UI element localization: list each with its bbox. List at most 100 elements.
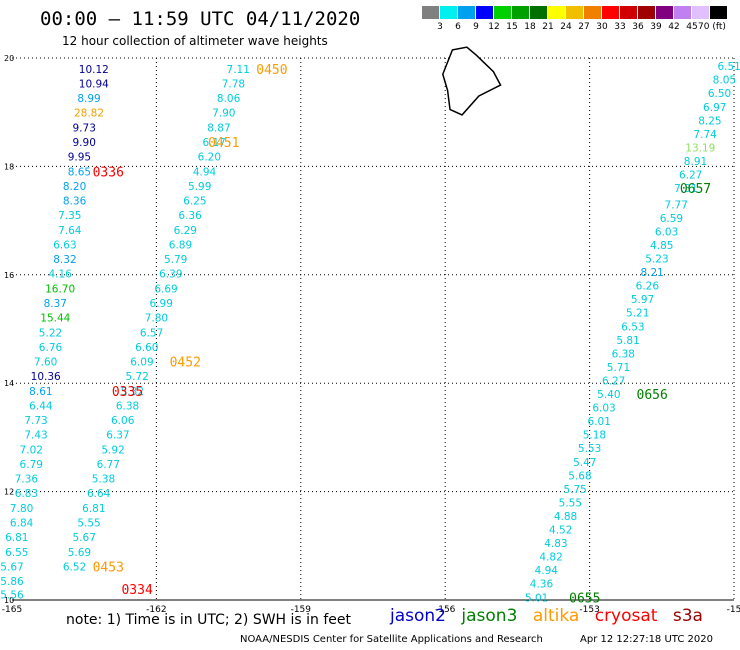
wave-height-label: 6.81 <box>5 532 28 544</box>
pass-time-label: 0451 <box>208 136 239 151</box>
wave-height-label: 5.56 <box>0 590 24 602</box>
wave-height-label: 4.36 <box>530 579 554 591</box>
wave-height-label: 8.05 <box>713 75 736 87</box>
colorbar-tick-label: 30 <box>596 22 608 32</box>
footnote: note: 1) Time is in UTC; 2) SWH is in fe… <box>66 612 352 628</box>
wave-height-label: 5.55 <box>77 517 100 529</box>
wave-height-label: 6.37 <box>106 430 129 442</box>
pass-time-label: 0450 <box>256 63 287 78</box>
wave-height-label: 5.71 <box>607 362 630 374</box>
wave-height-label: 4.88 <box>554 511 577 523</box>
colorbar-swatch <box>692 6 709 19</box>
wave-height-label: 8.91 <box>684 156 707 168</box>
wave-height-label: 7.73 <box>24 415 47 427</box>
x-tick-label: -153 <box>579 605 599 615</box>
wave-height-label: 7.60 <box>34 357 57 369</box>
wave-height-label: 10.94 <box>79 78 109 90</box>
wave-height-label: 6.03 <box>655 226 678 238</box>
legend-jason2: jason2 <box>390 606 446 626</box>
colorbar-tick-label: 45 <box>686 22 698 32</box>
wave-height-label: 7.35 <box>58 210 81 222</box>
colorbar-swatch <box>530 6 547 19</box>
wave-height-label: 5.21 <box>626 308 649 320</box>
y-tick-label: 16 <box>4 271 14 280</box>
wave-height-label: 5.22 <box>39 327 62 339</box>
colorbar-tick-label: 42 <box>668 22 680 32</box>
colorbar-swatch <box>620 6 637 19</box>
wave-height-label: 7.11 <box>227 64 250 76</box>
y-tick-label: 12 <box>4 488 14 497</box>
wave-height-label: 5.81 <box>616 335 639 347</box>
wave-height-label: 9.73 <box>73 122 96 134</box>
chart-subtitle: 12 hour collection of altimeter wave hei… <box>62 34 328 48</box>
wave-height-label: 6.29 <box>174 225 197 237</box>
wave-height-label: 5.86 <box>0 576 24 588</box>
wave-height-label: 4.85 <box>650 240 673 252</box>
colorbar-swatch <box>512 6 529 19</box>
wave-height-label: 5.68 <box>568 470 591 482</box>
pass-time-label: 0334 <box>121 583 152 598</box>
wave-height-label: 5.69 <box>68 547 91 559</box>
wave-height-label: 10.36 <box>31 371 61 383</box>
wave-height-label: 7.43 <box>24 430 47 442</box>
wave-height-label: 6.89 <box>169 239 192 251</box>
wave-height-label: 6.27 <box>602 375 625 387</box>
wave-height-label: 6.06 <box>111 415 135 427</box>
colorbar-swatch <box>548 6 565 19</box>
wave-height-label: 6.03 <box>592 403 615 415</box>
colorbar-tick-label: 9 <box>473 22 479 32</box>
colorbar-tick-label: 27 <box>578 22 590 32</box>
colorbar-tick-label: 70 (ft) <box>698 22 726 32</box>
wave-height-label: 4.94 <box>535 565 559 577</box>
wave-height-label: 8.06 <box>217 93 241 105</box>
legend-altika: altika <box>532 606 580 626</box>
wave-height-label: 6.99 <box>150 298 173 310</box>
wave-height-label: 6.27 <box>679 170 702 182</box>
wave-height-label: 5.75 <box>563 484 586 496</box>
x-tick-label: -165 <box>2 605 22 615</box>
wave-height-label: 6.26 <box>636 281 660 293</box>
wave-height-label: 5.97 <box>631 294 654 306</box>
x-tick-label: -162 <box>146 605 166 615</box>
pass-time-label: 0656 <box>637 388 668 403</box>
wave-height-label: 7.80 <box>10 503 33 515</box>
wave-height-label: 8.25 <box>698 115 721 127</box>
colorbar-swatch <box>584 6 601 19</box>
pass-time-label: 0335 <box>112 385 143 400</box>
pass-time-label: 0336 <box>93 165 124 180</box>
wave-height-label: 16.70 <box>45 283 75 295</box>
wave-height-label: 7.74 <box>693 129 717 141</box>
wave-height-label: 8.20 <box>63 181 86 193</box>
wave-height-label: 6.60 <box>135 342 158 354</box>
colorbar-tick-label: 36 <box>632 22 644 32</box>
wave-height-label: 6.76 <box>39 342 63 354</box>
wave-height-label: 8.21 <box>640 267 663 279</box>
wave-height-label: 4.52 <box>549 525 572 537</box>
pass-time-label: 0655 <box>569 591 600 606</box>
y-tick-label: 10 <box>4 596 14 605</box>
wave-height-label: 5.53 <box>578 443 601 455</box>
wave-height-label: 6.52 <box>63 561 86 573</box>
wave-height-label: 15.44 <box>40 313 70 325</box>
colorbar-tick-label: 39 <box>650 22 662 32</box>
colorbar-tick-label: 21 <box>542 22 554 32</box>
colorbar-tick-label: 6 <box>455 22 461 32</box>
wave-height-label: 4.83 <box>544 538 567 550</box>
generated-timestamp: Apr 12 12:27:18 UTC 2020 <box>580 634 713 645</box>
colorbar-swatch <box>656 6 673 19</box>
wave-height-label: 5.18 <box>583 430 606 442</box>
wave-height-label: 6.25 <box>183 196 206 208</box>
wave-height-label: 7.02 <box>20 444 43 456</box>
wave-height-label: 6.97 <box>703 102 726 114</box>
wave-height-label: 7.36 <box>15 474 39 486</box>
legend-cryosat: cryosat <box>594 606 658 626</box>
wave-height-label: 6.36 <box>178 210 202 222</box>
wave-height-label: 7.31 <box>674 183 697 195</box>
wave-height-label: 4.82 <box>539 552 562 564</box>
colorbar-tick-label: 18 <box>524 22 536 32</box>
wave-height-label: 5.92 <box>101 444 124 456</box>
colorbar-swatch <box>422 6 439 19</box>
wave-height-label: 5.79 <box>164 254 187 266</box>
colorbar-swatch <box>458 6 475 19</box>
